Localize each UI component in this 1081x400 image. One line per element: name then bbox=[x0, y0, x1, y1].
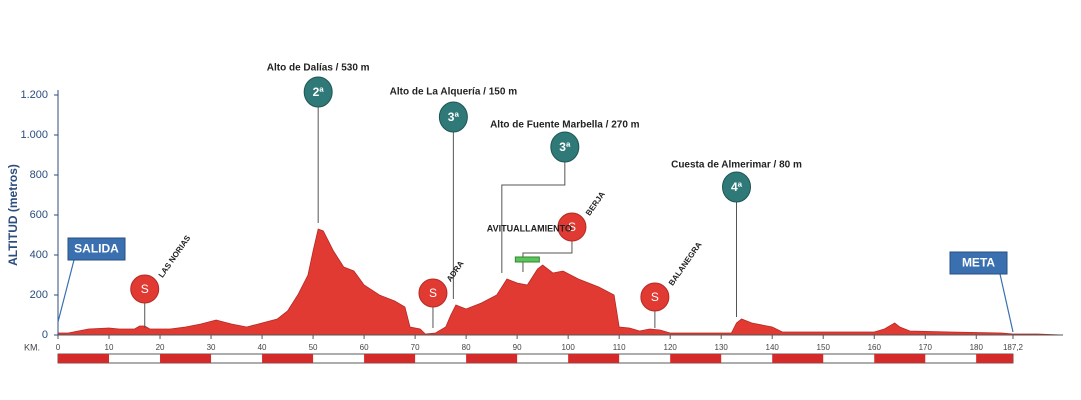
profile-area bbox=[57, 228, 1064, 336]
x-tick-label: 120 bbox=[664, 343, 678, 352]
x-tick-label: 150 bbox=[817, 343, 831, 352]
x-tick-label: 70 bbox=[411, 343, 420, 352]
x-tick-label: 170 bbox=[919, 343, 933, 352]
sprint-label: BERJA bbox=[584, 190, 607, 218]
climb-category: 2ª bbox=[313, 85, 325, 99]
x-tick-label: 40 bbox=[258, 343, 267, 352]
start-arrow bbox=[57, 259, 75, 323]
start-marker: SALIDA bbox=[57, 237, 126, 323]
km-strip-segment bbox=[976, 354, 1014, 363]
sprint: S LAS NORIAS bbox=[130, 233, 193, 328]
start-label: SALIDA bbox=[74, 242, 119, 256]
y-tick-label: 600 bbox=[30, 209, 48, 221]
finish-marker: META bbox=[949, 251, 1014, 333]
x-tick-label: 110 bbox=[613, 343, 626, 352]
y-axis-label: ALTITUD (metros) bbox=[6, 164, 20, 266]
x-tick-label: 90 bbox=[513, 343, 522, 352]
climb-badge bbox=[722, 171, 752, 203]
sprint-badge bbox=[557, 212, 587, 242]
km-strip-segment bbox=[160, 354, 212, 363]
x-tick-label: 80 bbox=[462, 343, 471, 352]
sprint-symbol: S bbox=[141, 282, 149, 296]
x-tick-label: 50 bbox=[309, 343, 318, 352]
km-strip-segment bbox=[364, 354, 416, 363]
feed-zone-label: AVITUALLAMIENTO bbox=[487, 223, 572, 233]
sprint: S BERJA bbox=[522, 190, 607, 272]
climb: 2ª Alto de Dalías / 530 m bbox=[267, 63, 370, 223]
climb-category: 3ª bbox=[559, 140, 571, 154]
sprint-symbol: S bbox=[429, 286, 437, 300]
sprint-badge bbox=[418, 278, 448, 308]
y-tick-label: 1.000 bbox=[20, 129, 48, 141]
km-strip-segment bbox=[568, 354, 620, 363]
climb: 4ª Cuesta de Almerimar / 80 m bbox=[671, 160, 802, 317]
y-tick-label: 200 bbox=[30, 289, 48, 301]
km-strip-segment bbox=[874, 354, 926, 363]
climb-category: 4ª bbox=[731, 180, 743, 194]
climb-label: Cuesta de Almerimar / 80 m bbox=[671, 160, 802, 171]
climb-leader bbox=[501, 147, 566, 273]
climb: 3ª Alto de La Alquería / 150 m bbox=[390, 87, 518, 299]
y-tick-label: 800 bbox=[30, 169, 48, 181]
climb-badge bbox=[303, 76, 333, 108]
km-strip-segment bbox=[670, 354, 722, 363]
sprint-label: LAS NORIAS bbox=[157, 233, 193, 279]
x-tick-label: 20 bbox=[156, 343, 165, 352]
y-tick-label: 1.200 bbox=[20, 89, 48, 101]
km-strip-segment bbox=[58, 354, 110, 363]
y-tick-label: 0 bbox=[42, 329, 48, 341]
y-tick-label: 400 bbox=[30, 249, 48, 261]
km-strip-segment bbox=[262, 354, 314, 363]
x-tick-label: 160 bbox=[868, 343, 882, 352]
finish-box bbox=[949, 251, 1008, 275]
x-tick-label: 130 bbox=[715, 343, 729, 352]
x-tick-label: 180 bbox=[970, 343, 984, 352]
climb-label: Alto de Dalías / 530 m bbox=[267, 63, 370, 74]
sprint-label: BALANEGRA bbox=[667, 240, 704, 287]
x-tick-label: 30 bbox=[207, 343, 216, 352]
km-strip-segment bbox=[466, 354, 518, 363]
sprint-symbol: S bbox=[651, 290, 659, 304]
climb-badge bbox=[550, 131, 580, 163]
climb-label: Alto de Fuente Marbella / 270 m bbox=[490, 120, 640, 131]
finish-arrow bbox=[999, 273, 1014, 333]
km-strip-segment bbox=[772, 354, 824, 363]
climb-badge bbox=[438, 101, 468, 133]
x-tick-label: 100 bbox=[561, 343, 575, 352]
x-tick-label: 10 bbox=[105, 343, 114, 352]
x-tick-label: 0 bbox=[56, 343, 61, 352]
start-box bbox=[67, 237, 126, 261]
x-tick-label: 187,2 bbox=[1003, 343, 1024, 352]
sprint-badge bbox=[640, 282, 670, 312]
sprint-label: ADRA bbox=[445, 259, 466, 283]
climb: 3ª Alto de Fuente Marbella / 270 m bbox=[490, 120, 640, 273]
sprint: S BALANEGRA bbox=[640, 240, 704, 328]
x-axis-label: KM. bbox=[24, 342, 40, 352]
sprint-badge bbox=[130, 274, 160, 304]
finish-label: META bbox=[962, 256, 995, 270]
x-tick-label: 60 bbox=[360, 343, 369, 352]
x-tick-label: 140 bbox=[766, 343, 780, 352]
climb-label: Alto de La Alquería / 150 m bbox=[390, 87, 518, 98]
sprint-symbol: S bbox=[568, 220, 576, 234]
feed-zone-marker bbox=[514, 256, 540, 263]
climb-category: 3ª bbox=[448, 110, 460, 124]
